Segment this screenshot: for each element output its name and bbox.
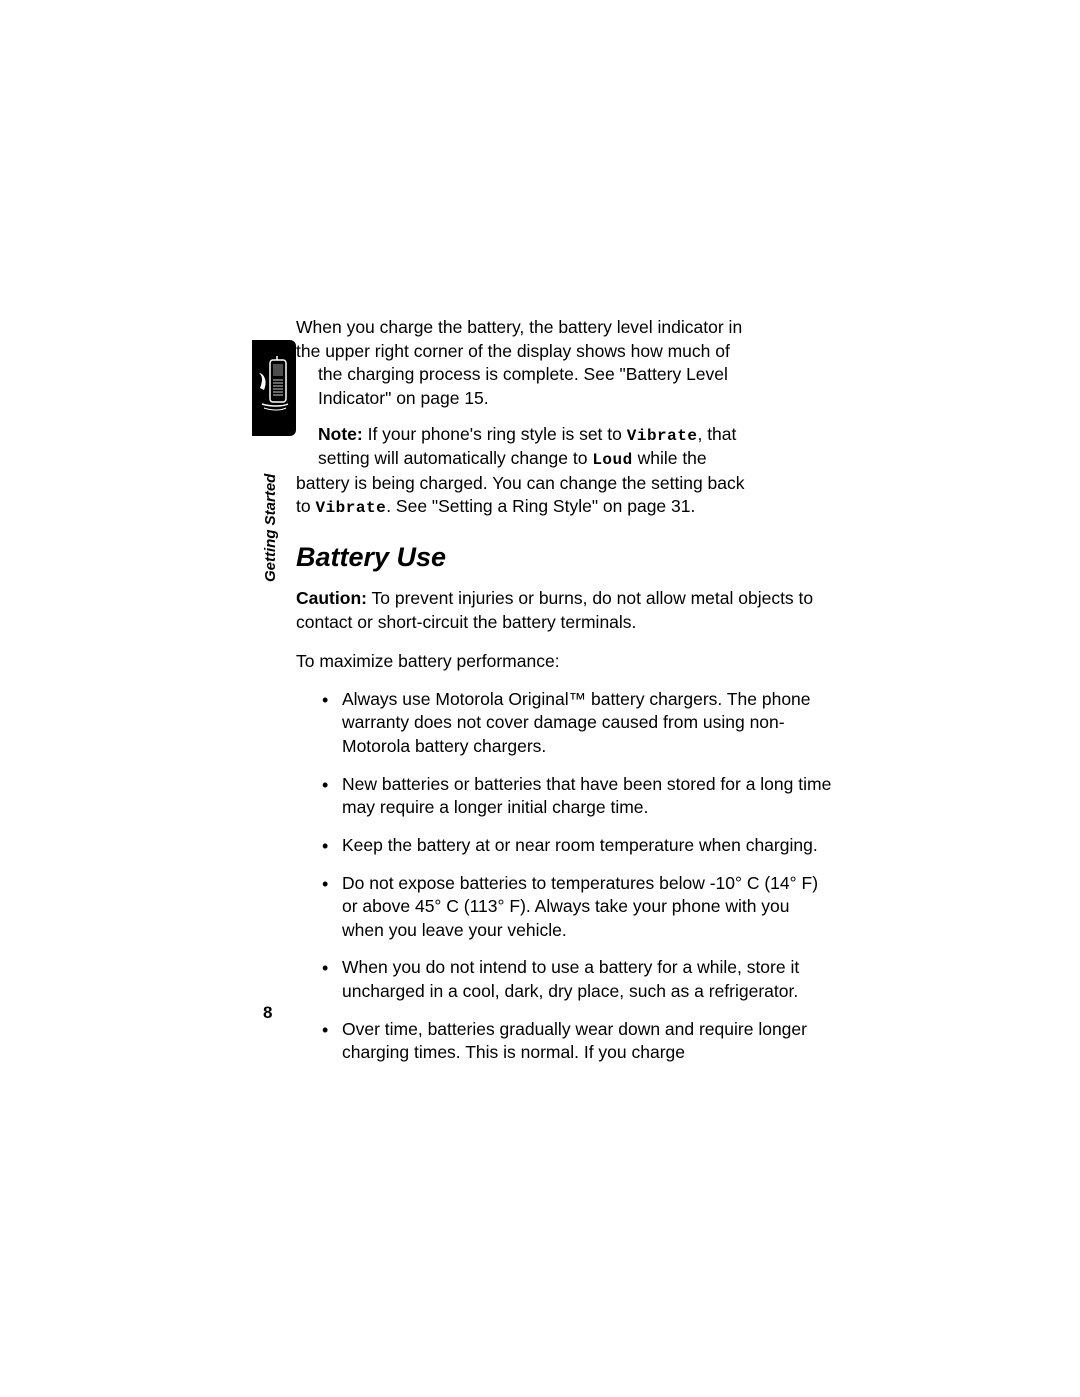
intro-line: Indicator" on page 15. [318, 388, 489, 408]
battery-use-heading: Battery Use [296, 542, 832, 573]
caution-label: Caution: [296, 588, 367, 608]
note-mono: Vibrate [315, 499, 386, 517]
note-text: while the [633, 448, 707, 468]
list-item: Always use Motorola Original™ battery ch… [326, 688, 832, 759]
page-number: 8 [263, 1003, 272, 1023]
page-content: When you charge the battery, the battery… [296, 316, 832, 1079]
list-item: Keep the battery at or near room tempera… [326, 834, 832, 858]
note-text: . See "Setting a Ring Style" on page 31. [386, 496, 695, 516]
intro-line: When you charge the battery, the battery… [296, 317, 742, 337]
note-text: battery is being charged. You can change… [296, 473, 745, 493]
section-label: Getting Started [262, 474, 279, 582]
note-label: Note: [318, 424, 363, 444]
intro-paragraph: When you charge the battery, the battery… [296, 316, 832, 411]
list-item: When you do not intend to use a battery … [326, 956, 832, 1003]
note-text: If your phone's ring style is set to [363, 424, 627, 444]
list-item: Over time, batteries gradually wear down… [326, 1018, 832, 1065]
phone-icon [258, 356, 292, 418]
note-mono: Loud [592, 451, 632, 469]
intro-line: the charging process is complete. See "B… [318, 364, 728, 384]
bullet-list: Always use Motorola Original™ battery ch… [296, 688, 832, 1065]
note-text: to [296, 496, 315, 516]
note-paragraph: Note: If your phone's ring style is set … [296, 423, 832, 520]
caution-paragraph: Caution: To prevent injuries or burns, d… [296, 587, 832, 634]
caution-text: To prevent injuries or burns, do not all… [296, 588, 813, 632]
lead-paragraph: To maximize battery performance: [296, 650, 832, 674]
note-mono: Vibrate [627, 427, 698, 445]
note-text: , that [697, 424, 736, 444]
list-item: New batteries or batteries that have bee… [326, 773, 832, 820]
note-text: setting will automatically change to [318, 448, 592, 468]
list-item: Do not expose batteries to temperatures … [326, 872, 832, 943]
intro-line: the upper right corner of the display sh… [296, 341, 730, 361]
